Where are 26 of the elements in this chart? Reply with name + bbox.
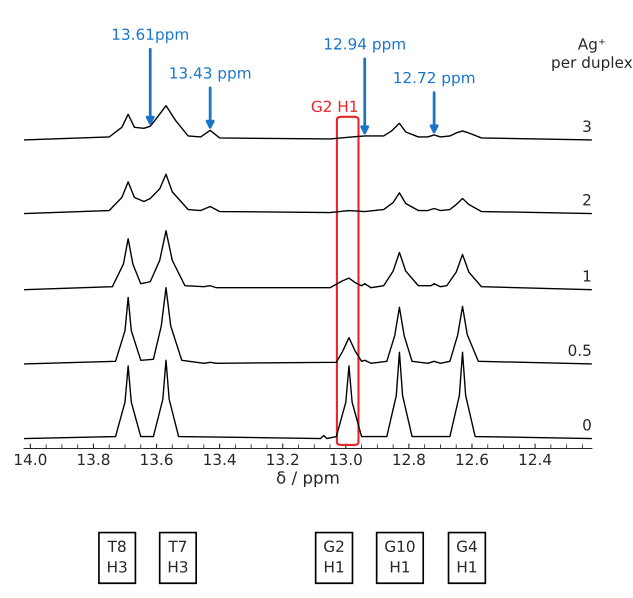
series-label: 2 [583, 194, 590, 206]
x-tick-label: 12.4 [520, 454, 552, 465]
x-tick-label: 13.6 [141, 454, 173, 466]
annotation: 13.61ppm [112, 28, 188, 43]
annotation: 13.43 ppm [170, 67, 250, 82]
x-tick-label: 12.8 [394, 454, 425, 466]
text: Ag⁺ per duplex [552, 38, 632, 71]
annotation: 12.72 ppm [394, 72, 474, 86]
text: T8 H3 [108, 540, 127, 573]
text: G2 H1 [324, 540, 344, 572]
x-tick-label: 13.2 [267, 454, 298, 466]
x-tick-label: 14.0 [15, 454, 46, 466]
x-tick-label: 12.6 [456, 454, 488, 466]
text: G4 H1 [457, 540, 477, 572]
x-tick-label: 13.8 [78, 454, 110, 466]
series-label: 1 [584, 270, 590, 282]
text: G10 H1 [385, 540, 415, 572]
series-label: 0 [583, 419, 591, 431]
x-axis-title: δ / ppm [276, 471, 338, 488]
x-tick-label: 13.0 [330, 454, 362, 466]
x-tick-label: 13.4 [204, 454, 236, 466]
series-label: 0.5 [568, 344, 591, 356]
annotation: 12.94 ppm [324, 38, 405, 53]
annotation: G2 H1 [312, 100, 358, 112]
series-label: 3 [583, 120, 591, 132]
text: T7 H3 [168, 540, 188, 573]
